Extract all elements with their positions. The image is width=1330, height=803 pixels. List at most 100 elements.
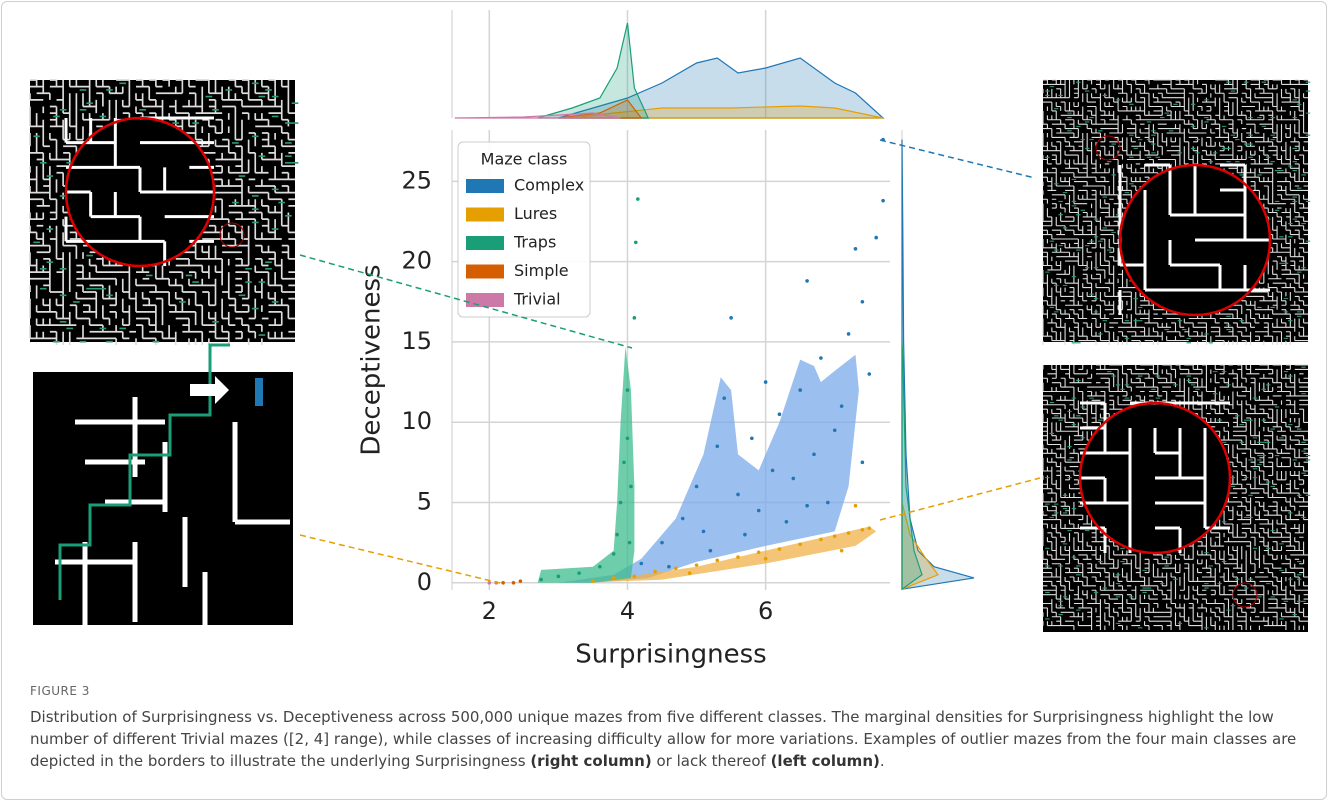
point: [819, 356, 823, 360]
x-tick-label: 2: [482, 597, 497, 625]
point: [615, 532, 619, 537]
point: [839, 404, 844, 408]
maze-walls: [55, 397, 290, 625]
point: [839, 548, 844, 553]
y-tick-label: 20: [401, 247, 432, 275]
zoom-origin: [1232, 582, 1258, 608]
marginal-y: [901, 341, 923, 591]
point: [636, 197, 640, 201]
point: [846, 332, 851, 336]
point: [715, 444, 720, 449]
point: [674, 566, 678, 571]
point: [798, 542, 802, 547]
point: [777, 412, 782, 416]
maze-arrow: [190, 376, 229, 404]
zoom-origin: [219, 222, 245, 248]
point: [812, 452, 816, 457]
point: [805, 503, 809, 508]
density-region: [537, 346, 635, 583]
point: [687, 571, 692, 575]
point: [874, 235, 878, 240]
point: [736, 555, 740, 559]
point: [629, 484, 633, 489]
connector: [299, 254, 633, 349]
point: [694, 484, 699, 489]
zoom-walls: [64, 116, 214, 266]
point: [708, 548, 713, 553]
legend-label: Trivial: [513, 290, 561, 309]
marginal-x: [558, 57, 885, 119]
point: [826, 500, 830, 505]
point: [756, 508, 761, 513]
point: [784, 519, 789, 524]
point: [846, 531, 851, 535]
point: [667, 564, 671, 569]
point: [743, 532, 747, 537]
caption-label: FIGURE 3: [30, 684, 90, 698]
point: [633, 240, 638, 245]
point: [832, 428, 837, 433]
point: [487, 580, 492, 585]
point: [694, 563, 699, 567]
connector: [879, 477, 1041, 521]
y-tick-label: 0: [417, 568, 432, 596]
point: [577, 571, 581, 575]
y-tick-label: 15: [401, 327, 432, 355]
point: [756, 550, 761, 555]
point: [625, 388, 630, 392]
point: [625, 436, 630, 441]
point: [853, 503, 858, 508]
zoom-walls: [1118, 163, 1270, 315]
point: [867, 526, 872, 530]
zoom-ring: [64, 116, 216, 268]
point: [611, 576, 616, 580]
legend-label: Complex: [514, 176, 584, 195]
point: [501, 580, 505, 585]
point: [653, 569, 657, 574]
legend-swatch: [466, 179, 504, 193]
y-tick-label: 10: [401, 407, 432, 435]
point: [777, 547, 782, 551]
density-region: [558, 354, 859, 583]
caption-text: Distribution of Surprisingness vs. Decep…: [30, 708, 1297, 770]
point: [511, 580, 516, 585]
caption-bold: (left column): [770, 752, 880, 770]
caption-text: .: [879, 752, 885, 770]
point: [598, 564, 602, 569]
point: [632, 574, 637, 579]
zoom-origin: [1095, 135, 1121, 161]
point: [539, 577, 543, 582]
zoom-ring: [1118, 163, 1272, 317]
x-tick-label: 4: [620, 597, 635, 625]
y-tick-label: 25: [401, 166, 432, 194]
point: [591, 579, 595, 583]
point: [715, 558, 720, 563]
chart: 2 4 6 0 5 10 15 20 25 Surprisingness Deceptiveness…: [29, 10, 1311, 670]
y-tick-label: 5: [417, 487, 432, 515]
point: [763, 380, 768, 384]
marginal-x: [572, 105, 884, 119]
x-axis-label: Surprisingness: [575, 640, 766, 670]
point: [798, 388, 802, 392]
point: [805, 279, 809, 283]
point: [639, 561, 644, 566]
point: [701, 529, 706, 534]
zoom-ring: [1078, 401, 1232, 555]
legend-swatch: [466, 264, 504, 279]
point: [632, 316, 637, 320]
point: [622, 460, 626, 465]
legend-swatch: [466, 236, 504, 250]
caption-bold: (right column): [530, 752, 652, 770]
connector: [299, 534, 501, 584]
marginal-x: [454, 112, 621, 119]
point: [722, 396, 726, 400]
point: [750, 436, 754, 441]
marginal-x: [537, 22, 650, 119]
point: [819, 537, 823, 542]
point: [860, 460, 865, 465]
point: [660, 540, 664, 545]
point: [860, 527, 865, 532]
point: [729, 316, 733, 320]
marginal-y: [901, 139, 975, 590]
